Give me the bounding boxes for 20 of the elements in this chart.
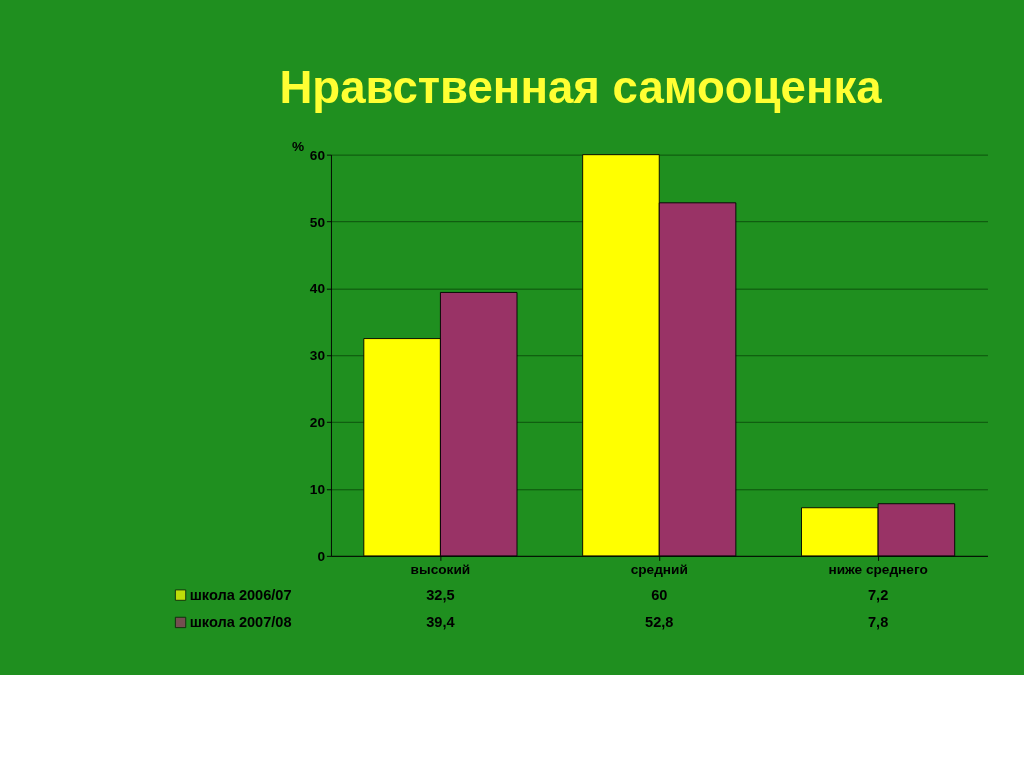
data-label: 39,4 xyxy=(426,614,456,631)
data-label: 7,2 xyxy=(867,586,889,603)
data-label: 60 xyxy=(651,586,668,603)
y-tick-label: 40 xyxy=(309,281,326,297)
x-tick-label: средний xyxy=(630,561,688,577)
y-tick-label: 20 xyxy=(309,415,326,431)
y-tick-label: 50 xyxy=(309,214,326,230)
y-tick-label: 30 xyxy=(309,348,326,364)
data-label: 52,8 xyxy=(645,614,674,631)
x-tick-label: высокий xyxy=(410,561,471,577)
data-label: 32,5 xyxy=(426,586,455,603)
legend-label: школа 2006/07 xyxy=(189,586,292,603)
y-tick-label: 0 xyxy=(317,548,326,564)
data-label: 7,8 xyxy=(867,614,889,631)
legend-label: школа 2007/08 xyxy=(189,614,292,631)
y-tick-label: 10 xyxy=(309,482,326,498)
y-axis-title: % xyxy=(291,138,305,154)
chart-title: Нравственная самооценка xyxy=(279,61,883,113)
y-tick-label: 60 xyxy=(309,147,326,163)
x-tick-label: ниже среднего xyxy=(828,561,928,577)
